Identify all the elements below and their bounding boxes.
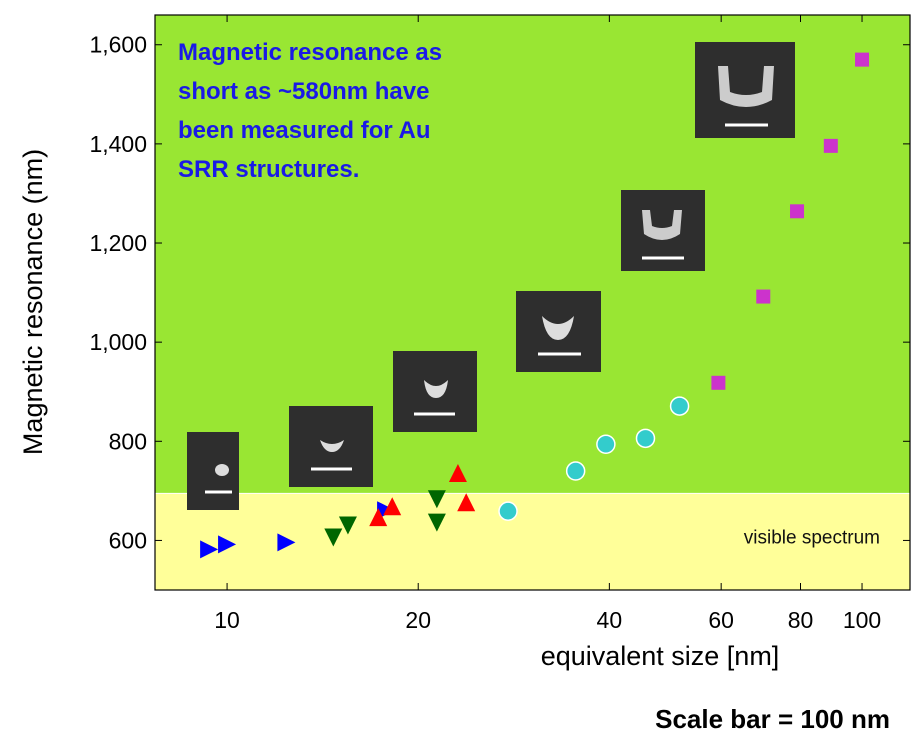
y-axis-label: Magnetic resonance (nm) — [18, 149, 48, 455]
marker — [383, 497, 402, 516]
annotation: SRR structures. — [178, 156, 359, 183]
x-tick-label: 60 — [708, 607, 734, 633]
marker — [635, 428, 656, 449]
marker — [200, 540, 219, 559]
sem-image — [289, 406, 373, 487]
marker — [565, 461, 586, 481]
marker — [498, 501, 518, 521]
sem-image — [695, 42, 795, 138]
sem-image — [621, 190, 705, 271]
marker — [324, 528, 343, 547]
x-tick-label: 80 — [788, 607, 814, 633]
sem-image — [187, 432, 239, 510]
marker — [711, 375, 726, 390]
region-label: visible spectrum — [744, 527, 880, 548]
y-tick-label: 1,200 — [89, 230, 147, 256]
y-tick-label: 1,400 — [89, 131, 147, 157]
marker — [448, 464, 467, 483]
marker — [823, 138, 838, 153]
annotation: been measured for Au — [178, 117, 431, 144]
annotation: short as ~580nm have — [178, 78, 429, 105]
y-tick-label: 800 — [109, 428, 147, 454]
marker — [427, 490, 446, 509]
plot-layer: visible spectrumnear infrared (NIR)Magne… — [89, 14, 911, 633]
y-tick-label: 600 — [109, 527, 147, 553]
plot-frame — [154, 14, 911, 591]
footnote: Scale bar = 100 nm — [655, 704, 890, 734]
marker — [790, 204, 805, 219]
marker — [457, 493, 476, 512]
x-axis-label: equivalent size [nm] — [541, 641, 780, 671]
y-tick-label: 1,000 — [89, 329, 147, 355]
annotation: Magnetic resonance as — [178, 39, 442, 66]
marker — [277, 533, 296, 552]
sem-image — [393, 351, 477, 432]
marker — [218, 535, 237, 554]
marker — [427, 513, 446, 532]
x-tick-label: 20 — [405, 607, 431, 633]
x-tick-label: 40 — [597, 607, 623, 633]
sem-image — [516, 291, 601, 372]
x-tick-label: 100 — [843, 607, 881, 633]
marker — [338, 516, 357, 535]
marker — [596, 434, 616, 455]
marker — [669, 396, 690, 416]
y-tick-label: 1,600 — [89, 32, 147, 58]
marker — [756, 289, 771, 304]
marker — [855, 52, 870, 67]
sem-insets — [187, 42, 795, 510]
marker — [369, 508, 388, 527]
x-tick-label: 10 — [214, 607, 240, 633]
